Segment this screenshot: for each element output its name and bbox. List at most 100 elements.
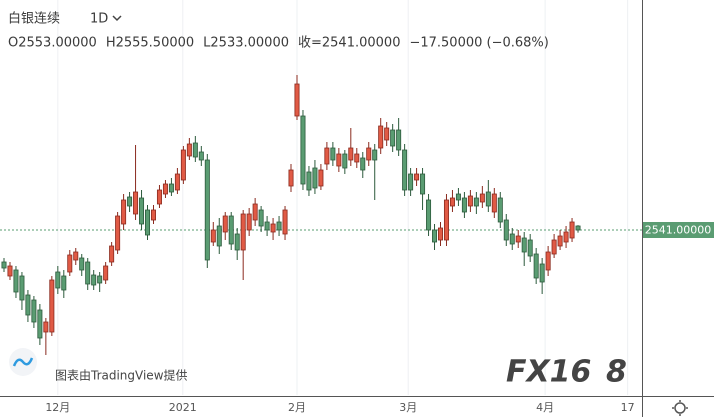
candle-body <box>539 263 545 283</box>
candle-body <box>133 191 139 215</box>
candle-body <box>37 309 43 339</box>
legend-item: H2555.50000 <box>106 36 194 51</box>
candle-body <box>396 129 402 151</box>
gear[interactable] <box>674 402 686 414</box>
candle-body <box>240 213 246 251</box>
candle-body <box>49 279 55 333</box>
candle-body <box>264 221 270 231</box>
candle-body <box>360 157 366 171</box>
candle-body <box>545 251 551 271</box>
last-price-label: 2541.00000 <box>645 224 711 237</box>
candle-body <box>384 127 390 141</box>
logo: FX16 8 <box>506 355 627 390</box>
candle-body <box>103 265 109 281</box>
candle-body <box>270 223 276 233</box>
legend-item: −17.50000 (−0.68%) <box>409 36 548 51</box>
candle-body <box>426 199 432 231</box>
candle-body <box>13 269 19 293</box>
x-tick-label: 12月 <box>45 401 70 414</box>
candle-body <box>55 271 61 289</box>
attribution: 图表由TradingView提供 <box>55 368 188 383</box>
candle-body <box>306 171 312 191</box>
candle-body <box>324 147 330 165</box>
badge-icon <box>12 357 34 367</box>
x-tick-label: 4月 <box>536 401 554 414</box>
legend-item: 收=2541.00000 <box>298 36 400 51</box>
settings-icon[interactable] <box>672 400 688 416</box>
candle-body <box>91 274 97 286</box>
candle-body <box>79 257 85 271</box>
gear-teeth <box>672 400 688 416</box>
candle-body <box>569 221 575 239</box>
candle-body <box>515 235 521 243</box>
candle-body <box>408 173 414 191</box>
candle-body <box>168 183 174 193</box>
candle-body <box>7 265 13 277</box>
candle-body <box>575 225 581 231</box>
grid <box>0 0 642 395</box>
candle-body <box>330 147 336 161</box>
candle-body <box>509 233 515 245</box>
candle-body <box>186 143 192 157</box>
candle-body <box>216 225 222 247</box>
legend: O2553.00000 H2555.50000 L2533.00000 收=2541.… <box>8 36 549 51</box>
candle-body <box>180 149 186 181</box>
candle-body <box>258 209 264 227</box>
candle-body <box>437 227 443 241</box>
candle-body <box>557 235 563 247</box>
candle-body <box>390 129 396 147</box>
interval-chevron[interactable] <box>112 15 122 22</box>
symbol-title: 白银连续 <box>8 11 60 27</box>
candle-body <box>198 151 204 161</box>
candle-body <box>61 275 67 291</box>
candle-body <box>461 197 467 213</box>
candle-body <box>300 115 306 185</box>
candle-body <box>156 189 162 205</box>
x-tick-label: 17 <box>621 401 635 414</box>
candle-body <box>449 197 455 207</box>
candle-body <box>246 213 252 231</box>
candle-body <box>97 275 103 284</box>
candle-body <box>192 142 198 158</box>
candle-body <box>318 169 324 187</box>
candle-body <box>288 169 294 187</box>
candle-body <box>312 167 318 189</box>
candle-body <box>342 153 348 169</box>
interval[interactable]: 1D <box>90 12 108 27</box>
candle-body <box>348 147 354 161</box>
candle-body <box>467 195 473 207</box>
candle-body <box>204 159 210 261</box>
candle-body <box>67 254 73 273</box>
candle-body <box>372 149 378 161</box>
candle-body <box>25 294 31 316</box>
candle-body <box>121 199 127 225</box>
candle-body <box>115 215 121 251</box>
candle-body <box>252 203 258 221</box>
candle-body <box>473 197 479 207</box>
candle-body <box>497 197 503 223</box>
candle-body <box>282 209 288 235</box>
candle-body <box>162 183 168 195</box>
logo-accent: 8 <box>606 355 627 390</box>
candle-body <box>210 229 216 243</box>
candle-body <box>294 83 300 117</box>
x-tick-label: 3月 <box>399 401 417 414</box>
candle-body <box>276 221 282 231</box>
candle-body <box>521 237 527 253</box>
candle-body <box>73 251 79 261</box>
candle-body <box>366 147 372 161</box>
legend-item: O2553.00000 <box>8 36 97 51</box>
candle-body <box>491 193 497 213</box>
candle-body <box>432 229 438 243</box>
candle-body <box>336 153 342 167</box>
last-price-box <box>643 222 714 238</box>
tradingview-badge: 图表由TradingView提供 <box>9 348 188 383</box>
candle-body <box>455 193 461 201</box>
candle-body <box>150 209 156 221</box>
candle-body <box>19 275 25 301</box>
candle-body <box>503 219 509 241</box>
candle-body <box>228 215 234 245</box>
candle-body <box>43 321 49 333</box>
